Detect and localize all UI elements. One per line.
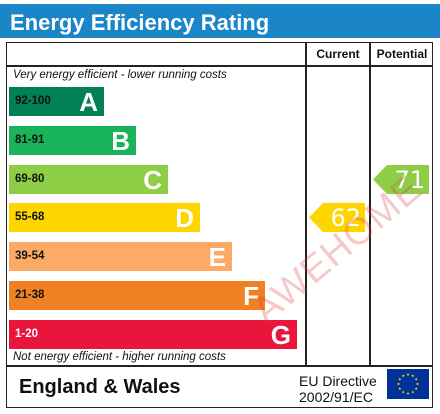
band-letter: B (111, 125, 130, 156)
current-arrow-shape (309, 203, 365, 233)
flag-star (415, 382, 420, 386)
potential-rating-arrow: 71 (373, 164, 429, 194)
eu-flag-icon (387, 369, 429, 399)
band-letter: F (243, 281, 259, 311)
flag-star (411, 374, 415, 378)
footer-divider (7, 365, 432, 367)
band-range: 39-54 (15, 250, 45, 263)
flag-star (406, 372, 410, 376)
band-e: 39-54 E (9, 242, 232, 273)
band-letter: E (208, 242, 226, 273)
flag-star (406, 391, 410, 395)
band-range: 1-20 (15, 327, 39, 340)
current-column-header: Current (316, 47, 360, 61)
band-b: 81-91 B (9, 125, 136, 156)
band-range: 81-91 (15, 133, 45, 146)
title-bar: Energy Efficiency Rating (0, 4, 440, 38)
flag-star (401, 390, 405, 394)
eu-directive: EU Directive 2002/91/EC (299, 373, 377, 405)
band-range: 92-100 (15, 95, 51, 107)
band-a: 92-100 A (9, 87, 104, 116)
flag-star (414, 387, 418, 391)
band-d: 55-68 D (9, 203, 200, 234)
band-range: 55-68 (15, 211, 45, 224)
region-label: England & Wales (19, 376, 181, 398)
band-range: 21-38 (15, 289, 45, 301)
rating-frame: Current Potential Very energy efficient … (6, 42, 433, 408)
band-letter: D (175, 203, 194, 234)
flag-star (411, 390, 415, 394)
flag-star (396, 382, 401, 386)
band-letter: G (270, 319, 291, 350)
chart-title: Energy Efficiency Rating (10, 10, 270, 35)
band-letter: C (143, 164, 162, 195)
directive-line-2: 2002/91/EC (299, 389, 373, 405)
band-range: 69-80 (15, 172, 45, 185)
band-f: 21-38 F (9, 281, 265, 310)
flag-star (414, 377, 418, 381)
current-column-divider (305, 43, 307, 365)
potential-column-header: Potential (376, 47, 428, 61)
header-divider (7, 65, 432, 67)
band-c: 69-80 C (9, 164, 168, 195)
directive-line-1: EU Directive (299, 373, 377, 389)
potential-rating-value: 71 (394, 165, 425, 194)
flag-star (398, 377, 402, 381)
current-rating-arrow: 62 (309, 203, 365, 233)
top-note: Very energy efficient - lower running co… (13, 69, 227, 81)
current-rating-value: 62 (330, 204, 361, 233)
flag-star (401, 374, 405, 378)
potential-column-divider (369, 43, 371, 365)
bottom-note: Not energy efficient - higher running co… (13, 351, 226, 363)
band-letter: A (79, 87, 98, 117)
potential-arrow-shape (373, 164, 429, 194)
flag-star (398, 387, 402, 391)
band-g: 1-20 G (9, 319, 297, 350)
